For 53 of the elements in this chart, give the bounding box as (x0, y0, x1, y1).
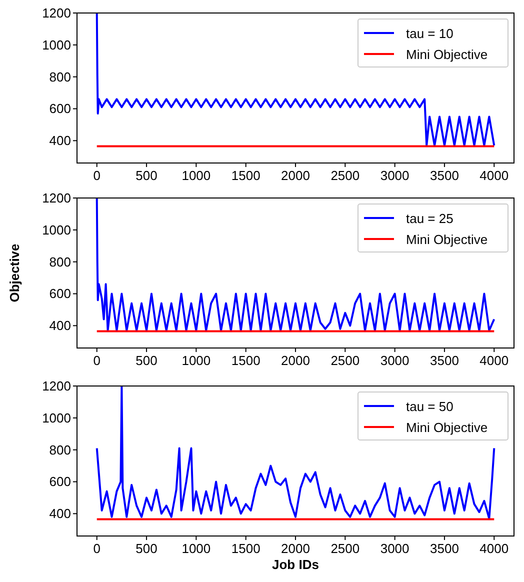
x-tick-label: 3000 (380, 168, 410, 183)
x-tick-label: 1000 (182, 353, 211, 368)
y-tick-label: 1200 (42, 378, 71, 394)
x-tick-label: 500 (136, 168, 158, 183)
x-tick-label: 3500 (430, 353, 459, 368)
x-tick-label: 3500 (430, 168, 459, 183)
legend-label: tau = 25 (406, 211, 454, 226)
y-tick-label: 800 (49, 442, 71, 458)
x-tick-label: 0 (93, 541, 100, 556)
y-tick-label: 1000 (42, 37, 71, 52)
x-tick-label: 500 (136, 541, 158, 556)
x-tick-label: 1500 (231, 168, 260, 183)
x-tick-label: 500 (136, 353, 158, 368)
line-series (96, 198, 496, 332)
x-tick-label: 4000 (480, 541, 509, 556)
y-tick-label: 600 (49, 286, 71, 302)
line-series (96, 13, 496, 146)
y-tick-label: 400 (49, 133, 71, 148)
legend-label: tau = 50 (406, 399, 454, 414)
y-tick-label: 400 (49, 506, 71, 522)
y-tick-label: 1000 (42, 222, 71, 238)
x-tick-label: 2500 (330, 353, 360, 368)
x-tick-label: 2500 (330, 168, 360, 183)
x-tick-label: 3000 (380, 541, 410, 556)
y-tick-label: 600 (49, 101, 71, 116)
y-tick-label: 800 (49, 254, 71, 270)
x-tick-label: 1000 (182, 168, 211, 183)
x-tick-label: 2500 (330, 541, 360, 556)
x-tick-label: 0 (93, 353, 100, 368)
x-tick-label: 0 (93, 168, 100, 183)
y-tick-label: 1200 (42, 190, 71, 206)
x-tick-label: 1500 (231, 353, 260, 368)
x-tick-label: 2000 (281, 168, 310, 183)
x-tick-label: 1500 (231, 541, 260, 556)
legend-label: Mini Objective (406, 47, 488, 62)
y-tick-label: 600 (49, 474, 71, 490)
x-tick-label: 4000 (480, 168, 509, 183)
x-tick-label: 3000 (380, 353, 410, 368)
x-axis-title: Job IDs (272, 557, 319, 572)
x-tick-label: 2000 (281, 353, 310, 368)
legend-label: tau = 10 (406, 26, 454, 41)
legend-label: Mini Objective (406, 232, 488, 247)
y-tick-label: 1200 (42, 6, 71, 20)
y-tick-label: 800 (49, 69, 71, 84)
line-series (96, 386, 496, 520)
x-tick-label: 2000 (281, 541, 310, 556)
y-tick-label: 400 (49, 318, 71, 334)
x-tick-label: 3500 (430, 541, 459, 556)
x-tick-label: 4000 (480, 353, 509, 368)
legend-label: Mini Objective (406, 420, 488, 435)
y-axis-title: Objective (7, 244, 22, 302)
x-tick-label: 1000 (182, 541, 211, 556)
y-tick-label: 1000 (42, 410, 71, 426)
